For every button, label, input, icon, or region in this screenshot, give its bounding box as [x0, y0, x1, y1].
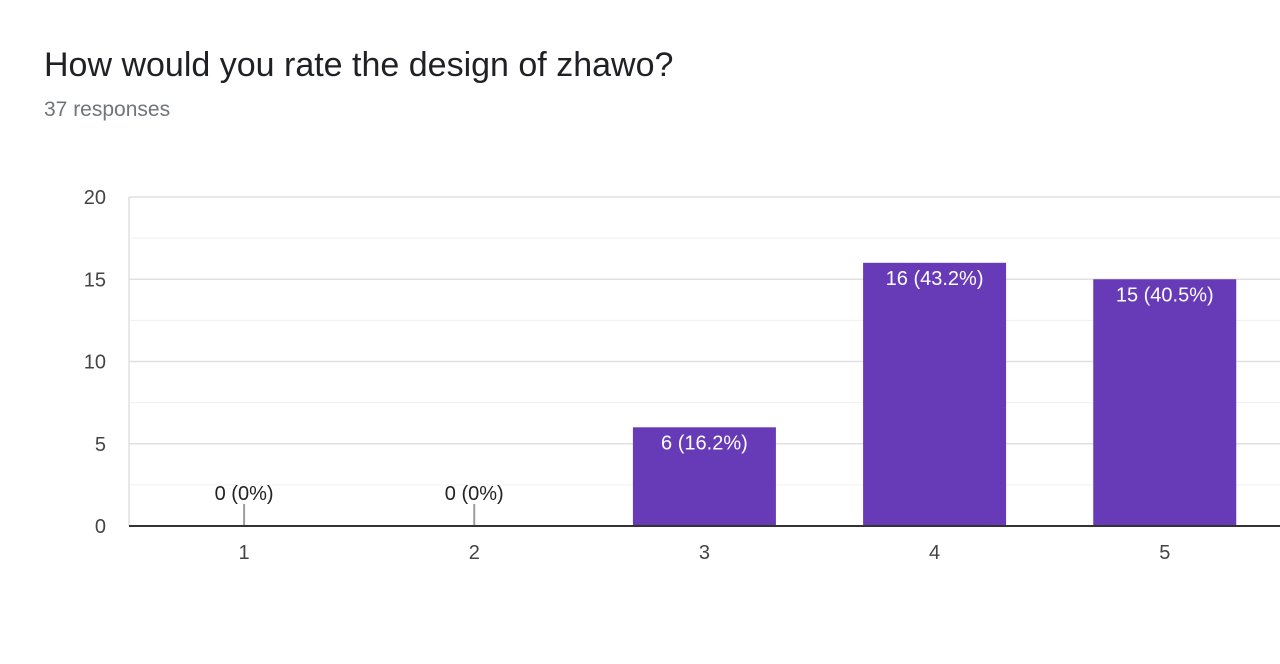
bar: [632, 427, 776, 526]
x-tick-label: 4: [929, 542, 940, 564]
bar: [863, 262, 1007, 526]
y-tick-label: 0: [95, 516, 106, 538]
y-tick-label: 10: [84, 352, 106, 374]
x-tick-label: 5: [1159, 542, 1170, 564]
axis-layer: 0 5 10 15 20 1 2 3 4 5: [84, 187, 1280, 564]
y-tick-label: 5: [95, 434, 106, 456]
x-tick-label: 3: [699, 542, 710, 564]
x-tick-label: 1: [239, 542, 250, 564]
y-tick-label: 15: [84, 269, 106, 291]
data-label: 6 (16.2%): [661, 432, 748, 454]
data-label: 15 (40.5%): [1116, 284, 1214, 306]
data-label: 16 (43.2%): [886, 268, 984, 290]
labels-layer: 0 (0%) 0 (0%) 6 (16.2%) 16 (43.2%) 15 (40.5%…: [215, 268, 1214, 526]
bars-layer: [632, 262, 1237, 526]
chart-title: How would you rate the design of zhawo?: [44, 46, 674, 84]
data-label: 0 (0%): [215, 483, 274, 505]
y-tick-label: 20: [84, 187, 106, 209]
bar: [1093, 279, 1237, 526]
x-tick-label: 2: [469, 542, 480, 564]
response-count: 37 responses: [44, 98, 171, 121]
data-label: 0 (0%): [445, 483, 504, 505]
